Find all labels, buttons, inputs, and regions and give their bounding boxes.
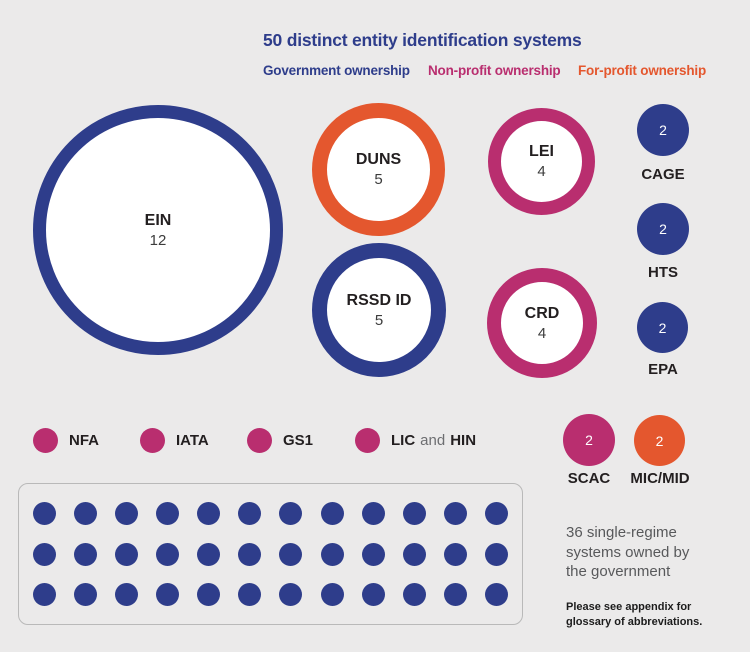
grid-dot [156, 502, 180, 525]
grid-dot [443, 583, 467, 606]
grid-dot [402, 502, 426, 525]
grid-dot [320, 542, 344, 566]
bubble-lei-value: 4 [537, 163, 546, 180]
grid-dot [484, 583, 508, 606]
dot-item-lic-hin: LIC and HIN [355, 428, 476, 453]
nfa-label: NFA [69, 432, 99, 449]
bubble-ein-label: EIN [144, 211, 172, 229]
bubble-crd-value: 4 [537, 324, 547, 342]
bubble-cage-label: CAGE [641, 166, 685, 183]
grid-dot [279, 583, 303, 606]
grid-dot [115, 542, 139, 566]
lic-label-part: LIC [391, 432, 416, 449]
grid-dot [156, 583, 180, 606]
legend-non-profit-ownership: Non-profit ownership [428, 63, 561, 78]
grid-dot [361, 502, 385, 525]
bubble-hts: 2 [637, 203, 689, 255]
bubble-ein-value: 12 [149, 231, 167, 249]
grid-dot [238, 542, 262, 566]
legend-for-profit-ownership: For-profit ownership [578, 63, 706, 78]
grid-dot [238, 583, 262, 606]
bubble-ein: EIN 12 [33, 105, 283, 355]
grid-dot [33, 542, 56, 566]
bubble-crd-label: CRD [524, 304, 560, 322]
grid-dot [361, 583, 385, 606]
grid-dot [33, 583, 56, 606]
grid-dot [74, 583, 98, 606]
bubble-mic-mid-label: MIC/MID [630, 470, 690, 487]
bubble-cage: 2 [637, 104, 689, 156]
grid-dot [74, 542, 98, 566]
grid-dot [238, 502, 262, 525]
bubble-scac-value: 2 [585, 432, 593, 448]
gs1-label: GS1 [283, 432, 314, 449]
grid-dot [320, 583, 344, 606]
iata-dot-icon [140, 428, 165, 453]
hin-label-part: HIN [450, 432, 477, 449]
bubble-cage-value: 2 [659, 122, 667, 138]
dot-item-iata: IATA [140, 428, 209, 453]
bubble-epa: 2 [637, 302, 688, 353]
lic-hin-dot-icon [355, 428, 380, 453]
page-title: 50 distinct entity identification system… [263, 30, 582, 50]
bubble-hts-label: HTS [648, 264, 678, 281]
bubble-scac: 2 [563, 414, 615, 466]
legend-government-ownership: Government ownership [263, 63, 410, 78]
bubble-epa-label: EPA [648, 361, 678, 378]
bubble-duns-value: 5 [374, 171, 383, 188]
dot-item-gs1: GS1 [247, 428, 313, 453]
bubble-duns: DUNS 5 [312, 103, 445, 236]
grid-dot [402, 583, 426, 606]
bubble-crd: CRD 4 [487, 268, 597, 378]
dot-item-nfa: NFA [33, 428, 99, 453]
bubble-mic-mid-value: 2 [655, 432, 664, 449]
bubble-lei: LEI 4 [488, 108, 595, 215]
grid-dot [443, 542, 467, 566]
grid-dot [484, 542, 508, 566]
bubble-lei-label: LEI [529, 143, 554, 160]
appendix-footnote: Please see appendix for glossary of abbr… [566, 601, 703, 628]
bubble-rssd-id-value: 5 [374, 311, 384, 329]
bubble-duns-label: DUNS [355, 151, 402, 168]
bubble-rssd-id: RSSD ID 5 [312, 243, 446, 377]
grid-dot [156, 542, 180, 566]
bubble-mic-mid: 2 [634, 415, 685, 466]
grid-dot [115, 583, 139, 606]
grid-dot [279, 542, 303, 566]
grid-caption: 36 single-regime systems owned by the go… [566, 524, 690, 580]
grid-dot [279, 502, 303, 525]
grid-dot [74, 502, 98, 525]
grid-dot [320, 502, 344, 525]
grid-dot [402, 542, 426, 566]
grid-dot [197, 583, 221, 606]
gs1-dot-icon [247, 428, 272, 453]
grid-dot [115, 502, 139, 525]
dot-grid [18, 483, 523, 625]
bubble-hts-value: 2 [659, 221, 667, 237]
bubble-scac-label: SCAC [567, 470, 611, 487]
iata-label: IATA [176, 432, 209, 449]
bubble-epa-value: 2 [658, 319, 667, 336]
lic-hin-label: LIC and HIN [391, 432, 476, 449]
grid-dot [33, 502, 56, 525]
bubble-rssd-id-label: RSSD ID [346, 291, 412, 309]
grid-dot [197, 542, 221, 566]
grid-dot [361, 542, 385, 566]
nfa-dot-icon [33, 428, 58, 453]
grid-dot [197, 502, 221, 525]
and-label-part: and [420, 432, 446, 449]
grid-dot [484, 502, 508, 525]
grid-dot [443, 502, 467, 525]
